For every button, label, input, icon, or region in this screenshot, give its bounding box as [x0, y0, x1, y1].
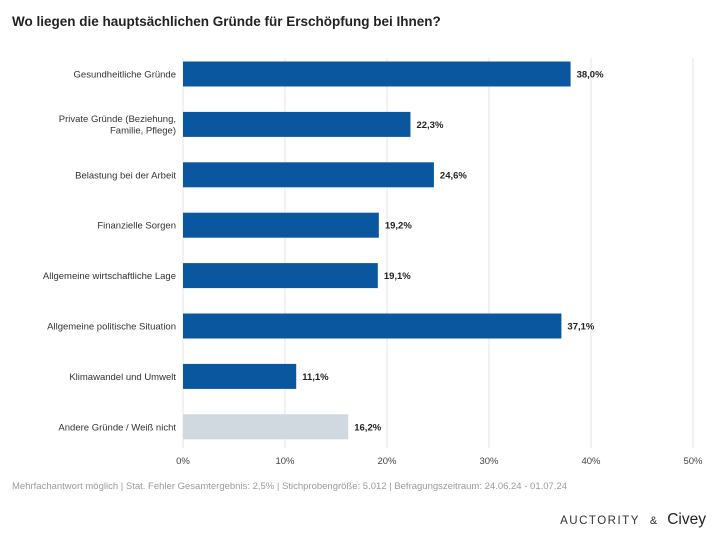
civey-logo: Civey [667, 511, 706, 528]
bar-value-label: 19,2% [385, 221, 412, 232]
bar [183, 313, 562, 339]
footnote: Mehrfachantwort möglich | Stat. Fehler G… [12, 481, 568, 492]
category-label: Private Gründe (Beziehung, Familie, Pfleg… [59, 114, 176, 136]
chart-title: Wo liegen die hauptsächlichen Gründe für… [12, 14, 441, 29]
category-label: Andere Gründe / Weiß nicht [58, 422, 176, 433]
bar [183, 414, 349, 440]
category-label: Belastung bei der Arbeit [75, 170, 176, 181]
bar [183, 212, 379, 238]
x-tick-label: 10% [275, 456, 295, 467]
bar-value-label: 19,1% [384, 271, 411, 282]
bar [183, 61, 571, 87]
x-tick-label: 0% [176, 456, 190, 467]
x-tick-label: 20% [377, 456, 397, 467]
bar-value-label: 22,3% [416, 120, 443, 131]
bar [183, 263, 378, 289]
x-tick-label: 40% [581, 456, 601, 467]
category-label: Klimawandel und Umwelt [69, 372, 176, 383]
bar [183, 111, 411, 137]
category-label: Allgemeine wirtschaftliche Lage [43, 271, 176, 282]
bar-value-label: 38,0% [577, 70, 604, 81]
bar-chart: 0% 10% 20% 30% 40% 50% Gesundheitliche Gründe… [43, 58, 703, 467]
auctority-logo: AUCTORITY [560, 515, 640, 527]
bar-value-label: 24,6% [440, 170, 467, 181]
bar-value-label: 11,1% [302, 372, 329, 383]
bar [183, 162, 434, 188]
bars [183, 61, 571, 440]
value-labels: 38,0% 22,3% 24,6% 19,2% 19,1% 37,1% 11,1% 16,2% [302, 70, 604, 434]
x-tick-label: 50% [683, 456, 703, 467]
x-axis-ticks: 0% 10% 20% 30% 40% 50% [176, 456, 703, 467]
x-tick-label: 30% [479, 456, 499, 467]
category-label: Allgemeine politische Situation [47, 322, 176, 333]
bar [183, 363, 297, 389]
bar-value-label: 37,1% [567, 322, 594, 333]
category-label: Finanzielle Sorgen [97, 221, 176, 232]
category-labels: Gesundheitliche Gründe Private Gründe (Be… [43, 70, 176, 434]
category-label: Gesundheitliche Gründe [74, 70, 176, 81]
logo-separator: & [649, 515, 658, 527]
logos: AUCTORITY & Civey [560, 511, 706, 529]
bar-value-label: 16,2% [354, 422, 381, 433]
